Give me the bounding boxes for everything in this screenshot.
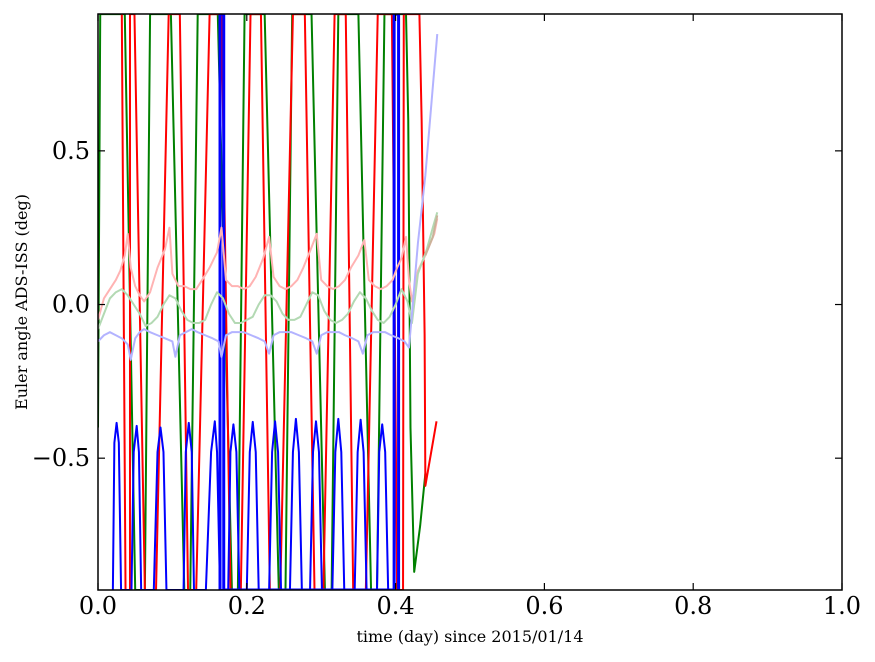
tick-layer: 0.0 0.2 0.4 0.6 0.8 1.0 −0.5 0.0 0.5 [32, 14, 861, 620]
x-tick-label: 1.0 [823, 592, 861, 620]
series-line-red-1 [120, 14, 438, 590]
plot-frame [97, 13, 843, 591]
x-tick-label: 0.4 [377, 592, 415, 620]
x-tick-label: 0.2 [228, 592, 266, 620]
x-tick-label: 0.0 [79, 592, 117, 620]
series-line-faint-blue-6 [98, 33, 439, 361]
x-axis-label: time (day) since 2015/01/14 [356, 627, 583, 646]
series-line-blue-2 [111, 417, 390, 590]
y-tick-label: 0.5 [52, 137, 90, 165]
y-axis-label: Euler angle ADS-ISS (deg) [12, 194, 31, 410]
series-line-faint-green-5 [98, 212, 439, 330]
y-tick-label: −0.5 [32, 444, 90, 472]
x-tick-label: 0.8 [674, 592, 712, 620]
x-tick-label: 0.6 [525, 592, 563, 620]
series-line-faint-tan-7 [424, 215, 439, 256]
y-tick-label: 0.0 [52, 291, 90, 319]
series-line-faint-red-4 [98, 218, 439, 321]
